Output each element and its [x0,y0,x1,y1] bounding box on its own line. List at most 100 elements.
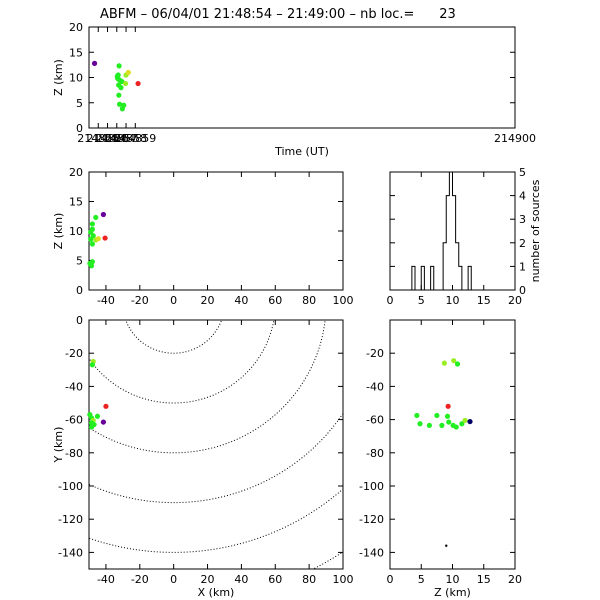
y-tick-label: 15 [69,196,83,209]
y-tick-label: -100 [58,480,83,493]
x-tick-label: 15 [477,294,491,307]
y-axis-label: number of sources [529,179,542,282]
x-tick-label: 0 [387,573,394,586]
plot-frame [389,319,516,570]
y-tick-label: 10 [69,225,83,238]
y-tick-label: -120 [58,513,83,526]
data-point [434,412,440,419]
data-point [87,260,93,267]
y-tick-label: 1 [519,260,526,273]
x-tick-label: 20 [508,294,522,307]
y-tick-label: 3 [519,213,526,226]
data-point [118,85,124,91]
x-tick-label: 20 [201,294,215,307]
y-axis-label: Z (km) [52,59,65,96]
y-tick-label: -20 [65,347,83,360]
data-point [121,102,127,108]
data-point [417,421,423,427]
data-point [445,403,451,409]
data-point [116,92,122,98]
x-tick-label: 15 [477,573,491,586]
range-ring [89,412,343,504]
data-point [100,419,106,425]
y-tick-label: -60 [366,414,384,427]
data-point [88,236,94,242]
x-tick-label: 214856 [87,132,129,145]
y-tick-label: -80 [366,447,384,460]
x-tick-label: 0 [170,294,177,307]
y-axis-label: Z (km) [52,213,65,250]
data-point [100,211,106,218]
x-tick-label: 214857 [96,132,138,145]
data-point [462,417,468,424]
y-tick-label: 0 [76,122,83,135]
panel-z-y: 0 5 10 15 20 -140 -120 -100 -80 -60 -40 -20 Z (km) [359,319,522,599]
y-tick-label: 5 [76,255,83,268]
data-point [116,63,122,69]
x-tick-label: 10 [446,294,460,307]
data-point [116,101,123,107]
data-point [414,412,420,419]
x-tick-label: 20 [508,573,522,586]
data-point [453,424,459,430]
x-tick-label: 5 [418,294,425,307]
y-tick-label: 2 [519,237,526,250]
x-tick-label: 5 [418,573,425,586]
y-tick-label: -60 [65,414,83,427]
data-point [88,424,95,430]
data-point [89,362,95,368]
x-tick-label: 10 [446,573,460,586]
x-tick-label: 80 [302,294,316,307]
y-tick-label: 0 [76,314,83,327]
x-tick-label: 60 [268,573,282,586]
plot-frame [88,26,516,129]
x-tick-label: 40 [234,294,248,307]
x-tick-label: 40 [234,573,248,586]
y-axis-label: Y (km) [52,427,65,464]
x-tick-label: -40 [97,573,115,586]
x-tick-label: 80 [302,573,316,586]
y-tick-label: -20 [366,347,384,360]
data-point [454,361,461,367]
x-tick-label: 214855 [77,132,119,145]
data-point [125,69,131,76]
data-point [439,422,445,429]
y-tick-label: 20 [69,166,83,179]
y-tick-label: -80 [65,447,83,460]
data-point [426,422,432,429]
y-tick-label: 10 [69,72,83,85]
data-point [103,403,109,409]
data-point [89,221,95,227]
data-point [135,80,141,87]
x-tick-label: 0 [170,573,177,586]
y-tick-label: 20 [69,21,83,34]
y-tick-label: -40 [366,380,384,393]
x-axis-label: X (km) [198,586,235,599]
x-tick-label: 60 [268,294,282,307]
range-ring [125,320,223,354]
y-tick-label: -40 [65,380,83,393]
y-tick-label: 15 [69,46,83,59]
x-tick-label: -20 [131,573,149,586]
y-tick-label: -120 [359,513,384,526]
x-tick-label: -20 [131,294,149,307]
data-point [445,544,448,547]
x-axis-label: Z (km) [434,586,471,599]
histogram-outline [390,171,515,291]
data-point [451,358,457,364]
data-point [91,60,98,66]
data-point [444,413,451,419]
x-axis-label: Time (UT) [274,145,329,158]
x-tick-label: 100 [333,573,354,586]
y-tick-label: 4 [519,190,526,203]
x-tick-label: 214858 [105,132,147,145]
plot-frame [88,171,344,291]
data-point [94,413,101,419]
data-point [102,235,108,241]
data-point [95,236,101,242]
y-tick-label: 5 [76,97,83,110]
x-tick-label: 0 [387,294,394,307]
